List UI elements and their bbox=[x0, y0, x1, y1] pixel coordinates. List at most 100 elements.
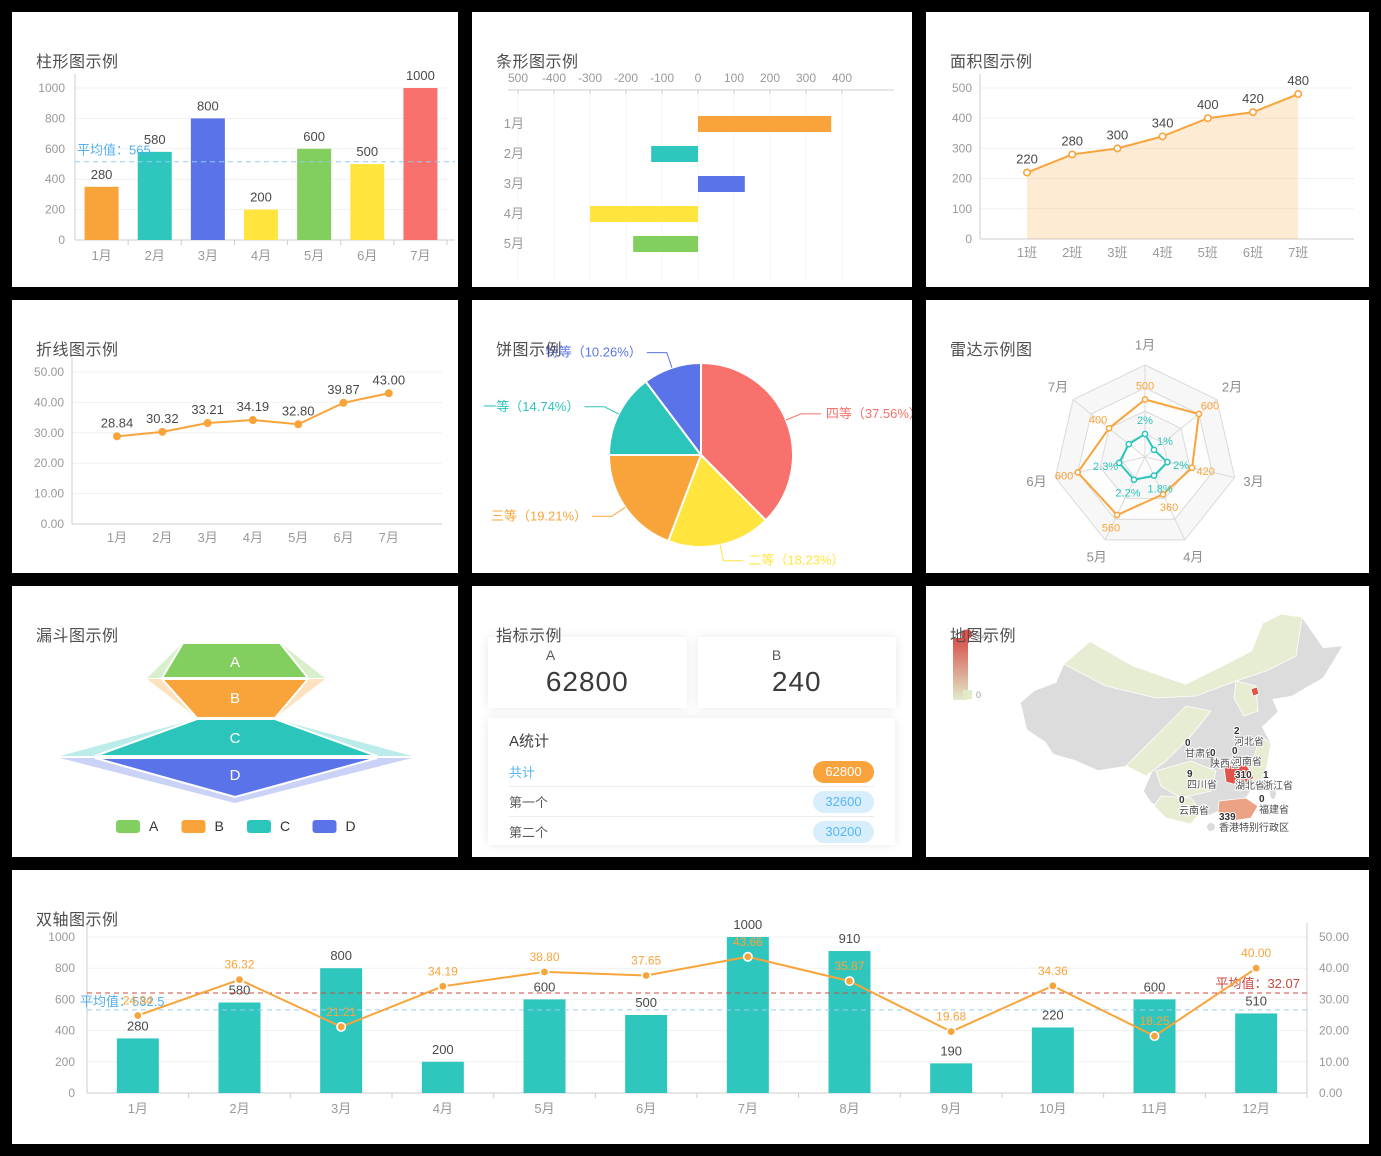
bar[interactable] bbox=[698, 176, 745, 192]
funnel-layer[interactable] bbox=[94, 757, 378, 799]
data-point[interactable] bbox=[1188, 464, 1196, 472]
bar[interactable] bbox=[828, 951, 871, 1093]
column-chart[interactable]: 0 200 400 600 800 1000 280 1月 580 2月 800 3月 200 4月 600… bbox=[12, 12, 458, 287]
data-point[interactable] bbox=[1113, 511, 1121, 519]
legend-label[interactable]: A bbox=[149, 818, 159, 834]
bar[interactable] bbox=[297, 148, 332, 240]
bar[interactable] bbox=[190, 118, 225, 240]
bar[interactable] bbox=[590, 206, 698, 222]
data-point[interactable] bbox=[539, 966, 550, 977]
data-point[interactable] bbox=[1105, 424, 1113, 432]
bar[interactable] bbox=[1133, 999, 1176, 1093]
data-point[interactable] bbox=[248, 416, 257, 425]
data-point[interactable] bbox=[1150, 446, 1158, 454]
stats-row[interactable]: 共计 62800 bbox=[509, 757, 874, 787]
data-point[interactable] bbox=[1248, 108, 1257, 117]
data-point[interactable] bbox=[158, 427, 167, 436]
data-point[interactable] bbox=[1150, 472, 1158, 480]
legend-swatch[interactable] bbox=[247, 820, 271, 833]
china-map[interactable]: 34002河北省0甘肃省0陕西省0河南省9四川省310湖北省1浙江省0云南省0福… bbox=[926, 586, 1369, 857]
data-point[interactable] bbox=[1149, 1031, 1160, 1042]
bar[interactable] bbox=[116, 1038, 159, 1093]
pie-slice[interactable] bbox=[607, 380, 704, 456]
map-region[interactable] bbox=[1250, 686, 1260, 697]
indicator-card-b[interactable]: B 240 bbox=[697, 637, 896, 708]
data-point[interactable] bbox=[336, 1021, 347, 1032]
bar[interactable] bbox=[421, 1061, 464, 1093]
pie-slice[interactable] bbox=[644, 361, 702, 458]
data-point[interactable] bbox=[1113, 144, 1122, 153]
legend-swatch[interactable] bbox=[116, 820, 140, 833]
funnel-chart[interactable]: A B C D A B C D bbox=[12, 586, 458, 857]
bar[interactable] bbox=[403, 88, 438, 240]
data-point[interactable] bbox=[1294, 90, 1303, 99]
data-point[interactable] bbox=[1195, 410, 1203, 418]
map-region[interactable] bbox=[1217, 797, 1259, 822]
data-point[interactable] bbox=[1068, 150, 1077, 159]
funnel-layer[interactable] bbox=[94, 718, 378, 757]
bar[interactable] bbox=[1031, 1027, 1074, 1093]
data-point[interactable] bbox=[1158, 132, 1167, 141]
visualmap-gradient[interactable] bbox=[953, 638, 968, 700]
data-point[interactable] bbox=[132, 1010, 143, 1021]
legend-swatch[interactable] bbox=[312, 820, 337, 833]
legend-label[interactable]: C bbox=[280, 818, 290, 834]
radar-series[interactable] bbox=[1076, 398, 1201, 517]
data-point[interactable] bbox=[1203, 114, 1212, 123]
data-point[interactable] bbox=[437, 981, 448, 992]
bar[interactable] bbox=[523, 999, 566, 1093]
data-point[interactable] bbox=[339, 398, 348, 407]
bar[interactable] bbox=[698, 116, 832, 132]
data-point[interactable] bbox=[234, 974, 245, 985]
bar[interactable] bbox=[244, 209, 278, 240]
map-region[interactable] bbox=[1223, 763, 1255, 787]
indicator-card-a[interactable]: A 62800 bbox=[488, 637, 687, 708]
data-point[interactable] bbox=[203, 419, 212, 428]
bar[interactable] bbox=[218, 1002, 261, 1093]
line-chart[interactable]: 0.00 10.00 20.00 30.00 40.00 50.00 28.84 1月 30.3… bbox=[12, 300, 458, 573]
bar[interactable] bbox=[84, 186, 119, 240]
stats-row[interactable]: 第一个 32600 bbox=[509, 787, 874, 817]
data-point[interactable] bbox=[1115, 459, 1123, 467]
stats-row[interactable]: 第二个 30200 bbox=[509, 817, 874, 846]
pie-slice[interactable] bbox=[700, 361, 794, 522]
bar[interactable] bbox=[350, 164, 385, 240]
data-point[interactable] bbox=[1125, 440, 1133, 448]
data-point[interactable] bbox=[1023, 168, 1032, 177]
data-point[interactable] bbox=[384, 389, 393, 398]
bar[interactable] bbox=[726, 937, 769, 1093]
map-region[interactable] bbox=[1125, 705, 1212, 777]
data-point[interactable] bbox=[1164, 458, 1171, 466]
data-point[interactable] bbox=[113, 432, 122, 441]
bar[interactable] bbox=[1235, 1013, 1278, 1093]
data-point[interactable] bbox=[742, 951, 753, 962]
dual-axis-chart[interactable]: 0 0.00 200 10.00 400 20.00 600 30.00 800 40.00 100… bbox=[12, 870, 1369, 1144]
map-region[interactable] bbox=[1153, 795, 1202, 825]
bar[interactable] bbox=[930, 1063, 973, 1093]
data-point[interactable] bbox=[946, 1026, 957, 1037]
data-point[interactable] bbox=[1251, 963, 1262, 974]
map-region[interactable] bbox=[1062, 613, 1303, 699]
area-chart[interactable]: 0 100 200 300 400 500 220 1班 280 2班 300 3班 340 4班 400 5… bbox=[926, 12, 1369, 287]
data-point[interactable] bbox=[1074, 469, 1082, 476]
data-point[interactable] bbox=[1159, 490, 1167, 498]
legend-swatch[interactable] bbox=[181, 820, 206, 833]
bar[interactable] bbox=[633, 236, 698, 252]
data-point[interactable] bbox=[294, 420, 303, 429]
legend-label[interactable]: D bbox=[346, 818, 356, 834]
legend-label[interactable]: B bbox=[215, 818, 224, 834]
data-point[interactable] bbox=[1047, 980, 1058, 991]
data-point[interactable] bbox=[1130, 476, 1138, 484]
pie-chart[interactable]: 四等（37.56%） 二等（18.23%） 三等（19.21%） 一等（14.74%）… bbox=[472, 300, 912, 573]
data-point[interactable] bbox=[641, 970, 652, 981]
data-point[interactable] bbox=[1141, 430, 1149, 438]
map-region[interactable] bbox=[1155, 760, 1217, 799]
bar[interactable] bbox=[651, 146, 698, 162]
data-point[interactable] bbox=[844, 976, 855, 987]
data-point[interactable] bbox=[1141, 396, 1149, 403]
bar[interactable] bbox=[137, 151, 172, 240]
horizontal-bar-chart[interactable]: 500 -400 -300 -200 -100 0 100 200 300 400 1月 2月 3月 4月… bbox=[472, 12, 912, 287]
bar[interactable] bbox=[625, 1015, 668, 1093]
series-line[interactable] bbox=[137, 955, 1257, 1038]
